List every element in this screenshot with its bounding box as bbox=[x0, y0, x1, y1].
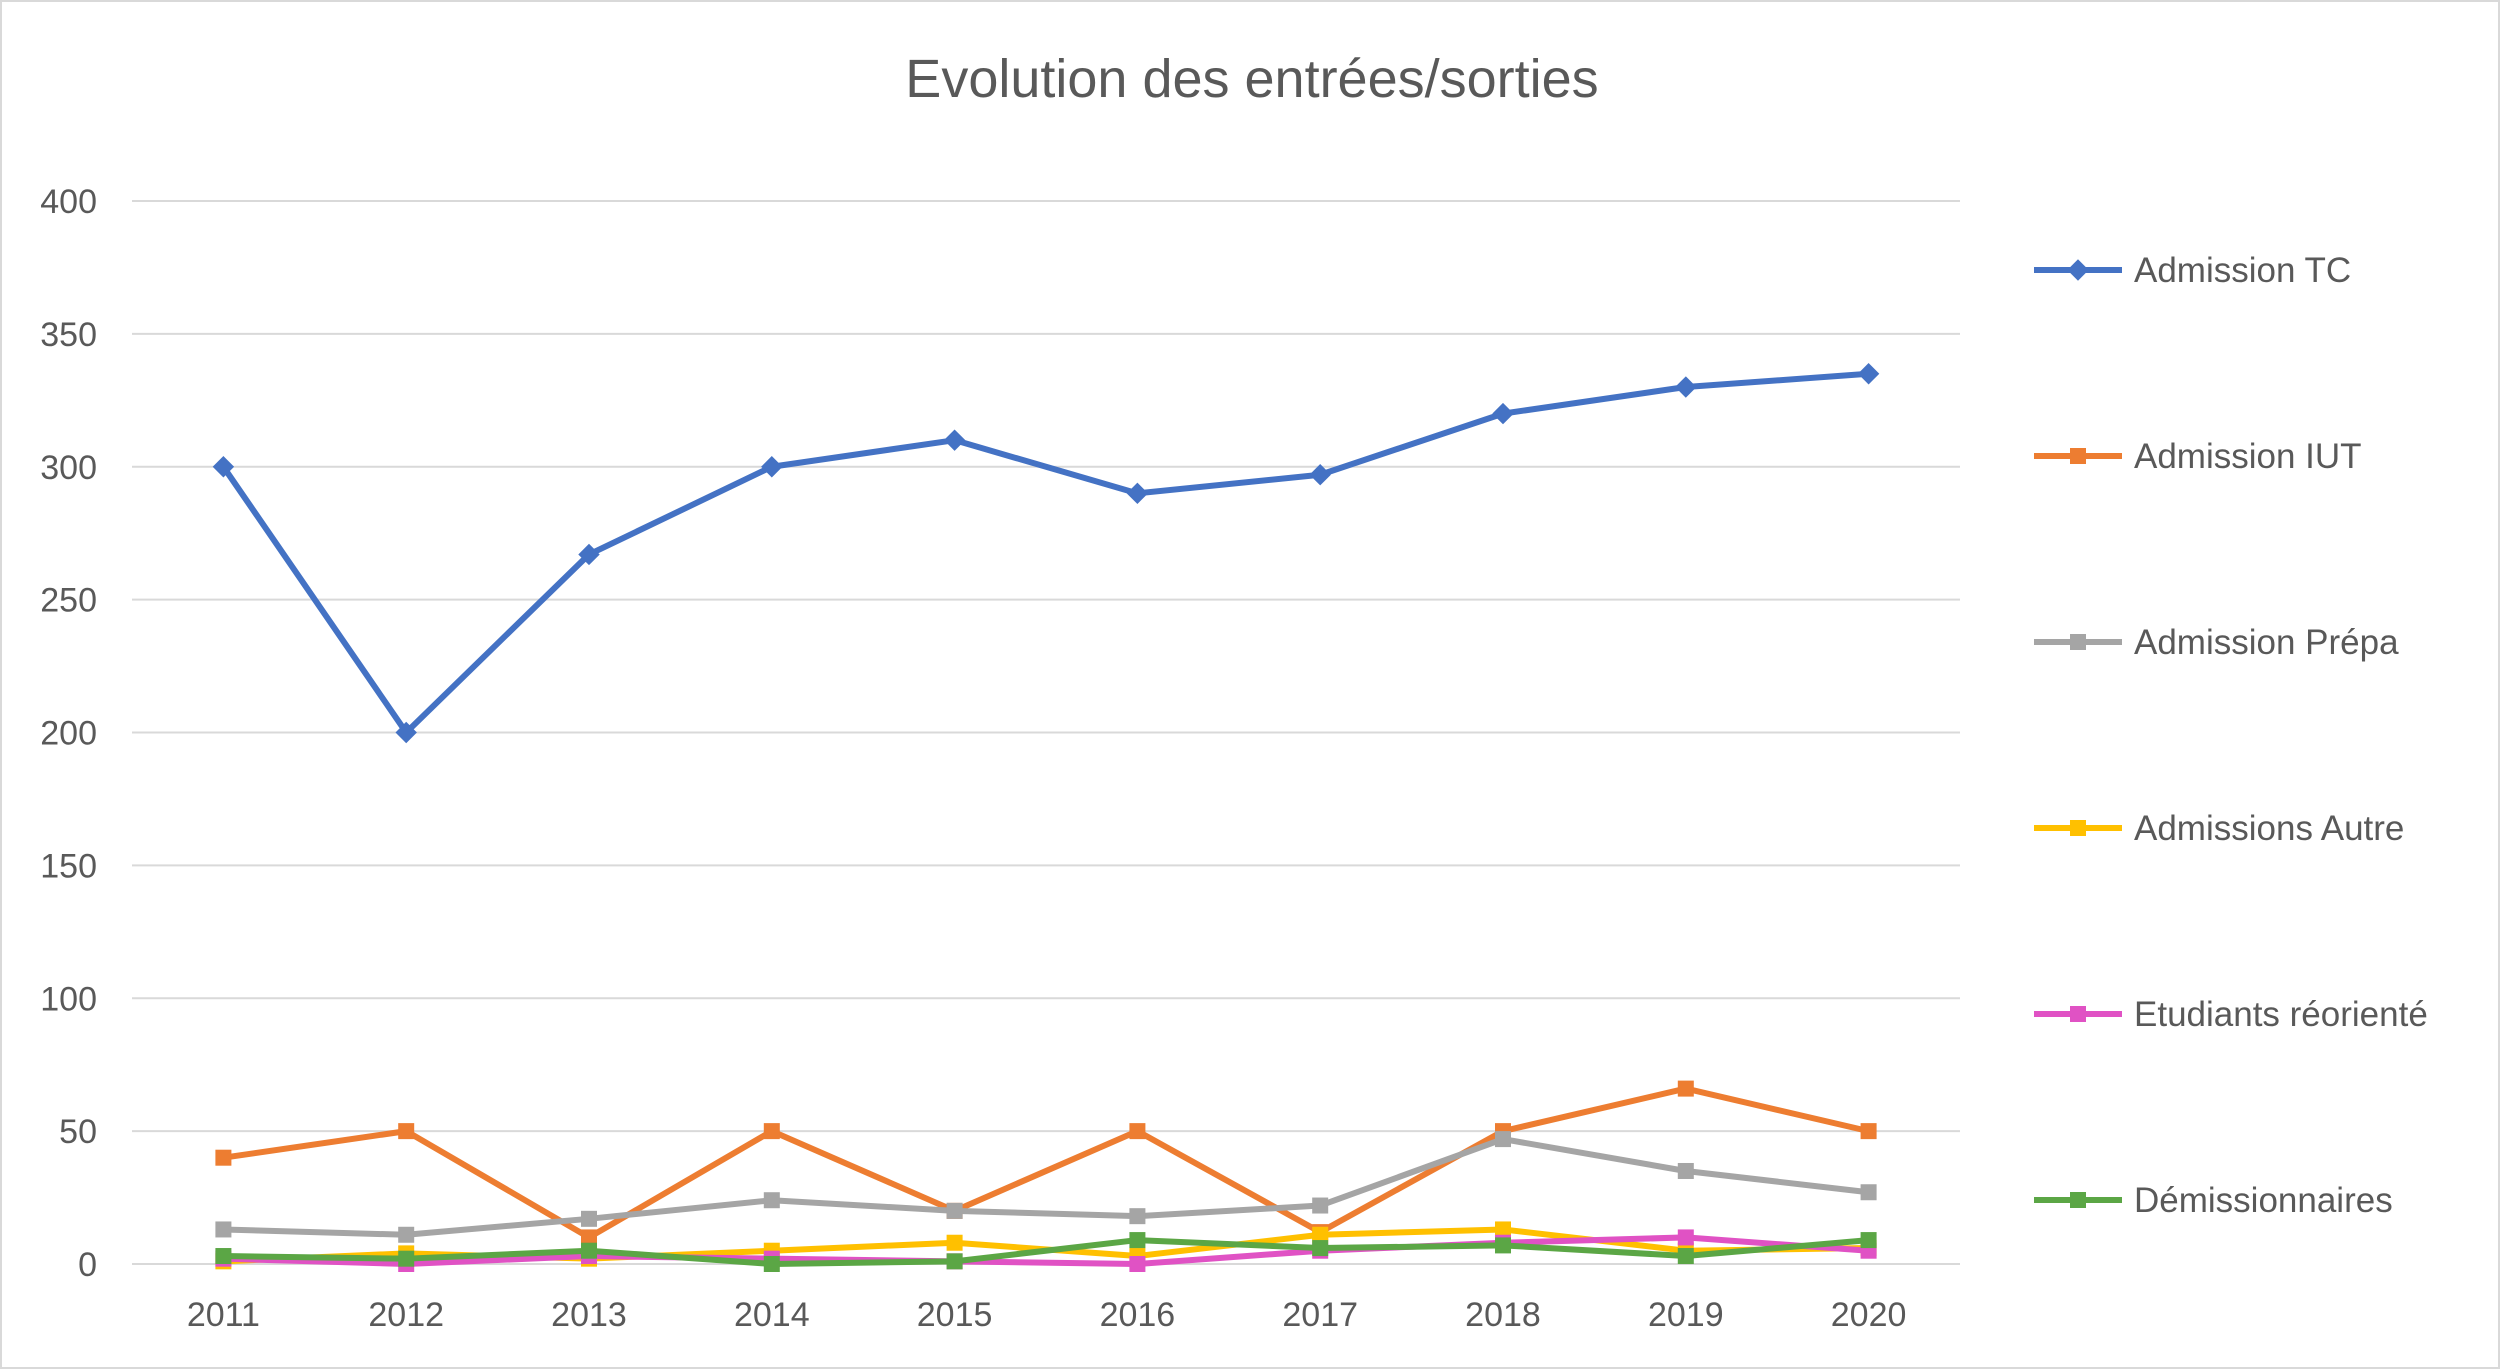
data-point bbox=[946, 1234, 963, 1251]
data-point bbox=[581, 1210, 597, 1227]
legend-item-5: Démissionnaires bbox=[2034, 1181, 2393, 1220]
data-point bbox=[1677, 1162, 1694, 1179]
legend-label: Admission IUT bbox=[2134, 437, 2362, 476]
data-point bbox=[1495, 1237, 1511, 1254]
series-0 bbox=[212, 363, 1880, 744]
data-point bbox=[1677, 1080, 1694, 1097]
y-tick-label: 350 bbox=[40, 316, 97, 354]
data-point bbox=[1677, 1248, 1694, 1265]
data-point bbox=[395, 721, 417, 744]
data-point bbox=[1860, 1184, 1877, 1201]
data-point bbox=[946, 1253, 963, 1270]
data-point bbox=[1495, 1131, 1511, 1148]
x-axis-tick-labels: 2011 2012 2013 2014 2015 2016 2017 2018 2019 2020 bbox=[187, 1296, 1907, 1334]
data-point bbox=[1675, 376, 1697, 398]
data-point bbox=[1860, 1232, 1877, 1249]
data-point bbox=[943, 429, 966, 451]
legend-item-3: Admissions Autre bbox=[2034, 809, 2404, 848]
series-line-1 bbox=[220, 1085, 1872, 1241]
data-point bbox=[212, 456, 235, 478]
x-tick-label: 2020 bbox=[1831, 1296, 1907, 1334]
data-point bbox=[763, 1256, 780, 1272]
data-point bbox=[215, 1221, 232, 1238]
series-line-5 bbox=[220, 1237, 1872, 1267]
x-tick-label: 2013 bbox=[551, 1296, 627, 1334]
data-point bbox=[398, 1226, 415, 1243]
data-point bbox=[763, 1192, 780, 1209]
gridlines bbox=[132, 200, 1960, 1265]
chart-title: Evolution des entrées/sorties bbox=[905, 49, 1598, 109]
legend-swatch-marker bbox=[2070, 820, 2086, 836]
data-point bbox=[215, 1149, 232, 1166]
x-tick-label: 2011 bbox=[187, 1296, 260, 1334]
legend-item-4: Etudiants réorienté bbox=[2034, 995, 2428, 1034]
data-point bbox=[1129, 1256, 1146, 1272]
data-point bbox=[1129, 1208, 1146, 1225]
y-tick-label: 150 bbox=[40, 847, 97, 885]
data-point bbox=[1677, 1229, 1694, 1246]
legend-item-1: Admission IUT bbox=[2034, 437, 2362, 476]
x-tick-label: 2017 bbox=[1282, 1296, 1358, 1334]
x-tick-label: 2018 bbox=[1465, 1296, 1541, 1334]
legend-label: Admissions Autre bbox=[2134, 809, 2404, 848]
legend-item-2: Admission Prépa bbox=[2034, 623, 2399, 662]
data-point bbox=[398, 1123, 415, 1140]
series-5 bbox=[215, 1232, 1877, 1272]
data-point bbox=[1312, 1197, 1329, 1214]
series-line-0 bbox=[220, 370, 1872, 736]
data-point bbox=[1129, 1232, 1146, 1249]
legend-swatch-marker bbox=[2070, 1192, 2086, 1208]
data-point bbox=[1495, 1221, 1511, 1238]
data-point bbox=[581, 1229, 597, 1246]
x-tick-label: 2016 bbox=[1100, 1296, 1176, 1334]
legend-label: Etudiants réorienté bbox=[2134, 995, 2428, 1034]
x-tick-label: 2014 bbox=[734, 1296, 810, 1334]
data-point bbox=[1312, 1226, 1329, 1243]
x-tick-label: 2012 bbox=[368, 1296, 444, 1334]
legend-label: Admission Prépa bbox=[2134, 623, 2399, 662]
data-point bbox=[1860, 1123, 1877, 1140]
y-tick-label: 250 bbox=[40, 582, 97, 620]
series-line-2 bbox=[220, 1136, 1872, 1238]
data-point bbox=[1492, 402, 1514, 425]
series-2 bbox=[215, 1131, 1877, 1243]
y-tick-label: 200 bbox=[40, 715, 97, 753]
legend-swatch-marker bbox=[2070, 634, 2086, 650]
data-point bbox=[578, 543, 600, 566]
data-point bbox=[1312, 1240, 1329, 1257]
y-tick-label: 300 bbox=[40, 449, 97, 487]
series-line-4 bbox=[220, 1234, 1872, 1267]
y-tick-label: 0 bbox=[78, 1246, 97, 1284]
y-tick-label: 400 bbox=[40, 183, 97, 221]
data-point bbox=[1857, 363, 1880, 385]
legend-label: Démissionnaires bbox=[2134, 1181, 2393, 1220]
data-point bbox=[946, 1202, 963, 1219]
data-point bbox=[761, 456, 783, 478]
legend: Admission TC Admission IUT Admission Prépa… bbox=[2034, 251, 2428, 1220]
data-point bbox=[215, 1248, 232, 1265]
data-point bbox=[581, 1242, 597, 1259]
legend-label: Admission TC bbox=[2134, 251, 2351, 290]
data-point bbox=[398, 1250, 415, 1267]
y-tick-label: 100 bbox=[40, 980, 97, 1018]
legend-swatch-marker bbox=[2067, 259, 2089, 281]
y-axis-tick-labels: 0 50 100 150 200 250 300 350 400 bbox=[40, 183, 97, 1284]
series-lines bbox=[212, 363, 1880, 1272]
y-tick-label: 50 bbox=[59, 1113, 97, 1151]
data-point bbox=[1126, 482, 1149, 505]
legend-item-0: Admission TC bbox=[2034, 251, 2351, 290]
legend-swatch-marker bbox=[2070, 448, 2086, 464]
data-point bbox=[763, 1123, 780, 1140]
x-tick-label: 2019 bbox=[1648, 1296, 1724, 1334]
data-point bbox=[1129, 1123, 1146, 1140]
legend-swatch-marker bbox=[2070, 1006, 2086, 1022]
data-point bbox=[1309, 464, 1331, 486]
x-tick-label: 2015 bbox=[917, 1296, 993, 1334]
